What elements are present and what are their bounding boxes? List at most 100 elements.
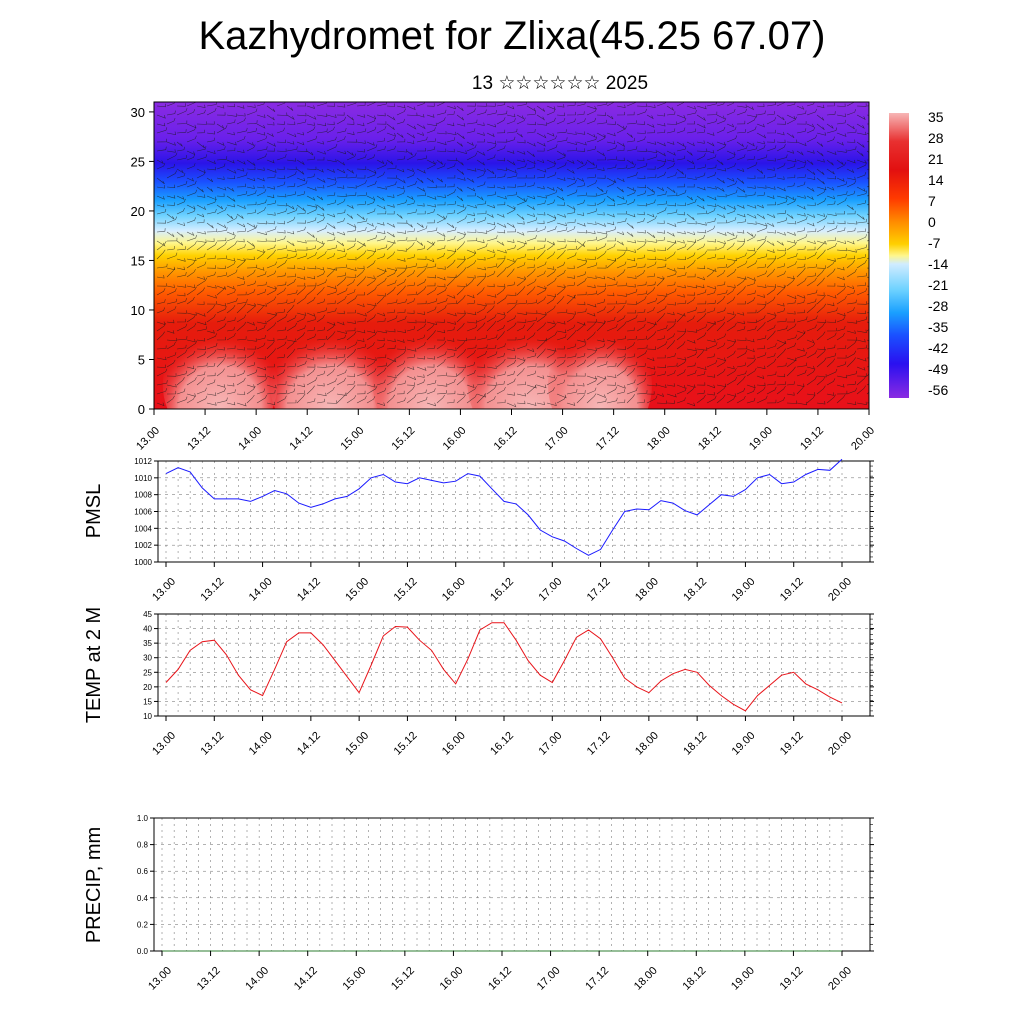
y-tick-label: 1004 bbox=[134, 524, 152, 533]
y-axis-title: PRECIP, mm bbox=[83, 827, 105, 943]
heatmap-x-tick-label: 14.12 bbox=[287, 425, 315, 453]
colorbar-label: -28 bbox=[928, 298, 948, 314]
x-tick-label: 13.00 bbox=[150, 730, 178, 758]
x-tick-label: 14.00 bbox=[243, 965, 271, 993]
x-tick-label: 19.12 bbox=[778, 730, 806, 758]
x-tick-label: 19.00 bbox=[730, 730, 758, 758]
colorbar-label: 14 bbox=[928, 172, 944, 188]
panel-pmsl: 1000 1002 1004 1006 1008 1010 1012 13.00 13.12 14… bbox=[83, 457, 874, 604]
colorbar-label: 0 bbox=[928, 214, 936, 230]
panel-precip-mm: 0.0 0.2 0.4 0.6 0.8 1.0 13.00 13.12 14.00 14.12 15… bbox=[83, 814, 874, 993]
heatmap-x-tick-label: 17.12 bbox=[594, 425, 622, 453]
y-tick-label: 1010 bbox=[134, 474, 152, 483]
x-tick-label: 16.00 bbox=[440, 730, 468, 758]
heatmap-x-tick-label: 16.00 bbox=[441, 425, 469, 453]
x-tick-label: 18.12 bbox=[681, 576, 709, 604]
x-tick-label: 14.12 bbox=[295, 576, 323, 604]
colorbar-label: -7 bbox=[928, 235, 941, 251]
panel-temp-at-2-m: 10 15 20 25 30 35 40 45 13.00 13.12 14.00 14.12 15.0… bbox=[83, 607, 874, 758]
y-tick-label: 1.0 bbox=[137, 814, 149, 823]
heatmap-x-tick-label: 15.00 bbox=[338, 425, 366, 453]
colorbar bbox=[889, 113, 909, 398]
heatmap-x-tick-label: 19.00 bbox=[747, 425, 775, 453]
page-title: Kazhydromet for Zlixa(45.25 67.07) bbox=[198, 14, 826, 58]
heatmap-y-tick-label: 30 bbox=[131, 105, 145, 120]
x-tick-label: 17.00 bbox=[535, 965, 563, 993]
x-tick-label: 19.00 bbox=[730, 576, 758, 604]
heatmap-y-tick-label: 15 bbox=[131, 253, 145, 268]
x-tick-label: 13.12 bbox=[195, 965, 223, 993]
heatmap-x-tick-label: 20.00 bbox=[849, 425, 877, 453]
colorbar-label: 7 bbox=[928, 193, 936, 209]
x-tick-label: 17.00 bbox=[536, 730, 564, 758]
y-axis-title: PMSL bbox=[83, 484, 105, 538]
x-tick-label: 13.00 bbox=[146, 965, 174, 993]
y-tick-label: 25 bbox=[143, 668, 152, 677]
colorbar-label: -49 bbox=[928, 361, 948, 377]
heatmap-y-tick-label: 10 bbox=[131, 303, 145, 318]
x-tick-label: 18.00 bbox=[632, 965, 660, 993]
heatmap-y-tick-label: 0 bbox=[138, 402, 145, 417]
colorbar-label: -56 bbox=[928, 382, 948, 398]
y-tick-label: 35 bbox=[143, 639, 152, 648]
heatmap-x-tick-label: 17.00 bbox=[543, 425, 571, 453]
x-tick-label: 17.00 bbox=[536, 576, 564, 604]
warm-cell-0 bbox=[162, 325, 278, 409]
x-tick-label: 17.12 bbox=[583, 965, 611, 993]
heatmap-x-tick-label: 13.12 bbox=[185, 425, 213, 453]
x-tick-label: 16.00 bbox=[440, 576, 468, 604]
heatmap-x-tick-label: 16.12 bbox=[492, 425, 520, 453]
x-tick-label: 13.12 bbox=[198, 576, 226, 604]
x-tick-label: 13.12 bbox=[198, 730, 226, 758]
y-tick-label: 20 bbox=[143, 683, 152, 692]
x-tick-label: 14.12 bbox=[295, 730, 323, 758]
heatmap-x-tick-label: 15.12 bbox=[390, 425, 418, 453]
x-tick-label: 15.12 bbox=[389, 965, 417, 993]
x-tick-label: 15.12 bbox=[392, 576, 420, 604]
y-tick-label: 1000 bbox=[134, 558, 152, 567]
y-tick-label: 1002 bbox=[134, 541, 152, 550]
x-tick-label: 18.12 bbox=[680, 965, 708, 993]
y-tick-label: 1008 bbox=[134, 491, 152, 500]
colorbar-label: -21 bbox=[928, 277, 948, 293]
x-tick-label: 15.00 bbox=[340, 965, 368, 993]
series-line-temp-at-2-m bbox=[165, 622, 843, 712]
colorbar-label: -42 bbox=[928, 340, 948, 356]
warm-cell-4 bbox=[548, 325, 652, 409]
x-tick-label: 14.12 bbox=[292, 965, 320, 993]
heatmap-x-tick-label: 14.00 bbox=[236, 425, 264, 453]
x-tick-label: 13.00 bbox=[150, 576, 178, 604]
x-tick-label: 16.12 bbox=[488, 730, 516, 758]
x-tick-label: 15.00 bbox=[343, 576, 371, 604]
heatmap-x-tick-label: 18.00 bbox=[645, 425, 673, 453]
x-tick-label: 19.12 bbox=[778, 576, 806, 604]
heatmap-x-tick-label: 19.12 bbox=[798, 425, 826, 453]
x-tick-label: 20.00 bbox=[826, 576, 854, 604]
panel-frame bbox=[157, 460, 871, 563]
colorbar-label: 28 bbox=[928, 130, 944, 146]
y-tick-label: 15 bbox=[143, 697, 152, 706]
x-tick-label: 17.12 bbox=[585, 730, 613, 758]
heatmap-y-tick-label: 5 bbox=[138, 352, 145, 367]
x-tick-label: 19.12 bbox=[778, 965, 806, 993]
y-tick-label: 0.2 bbox=[137, 920, 149, 929]
y-tick-label: 1006 bbox=[134, 508, 152, 517]
y-tick-label: 1012 bbox=[134, 457, 152, 466]
x-tick-label: 16.00 bbox=[438, 965, 466, 993]
heatmap-overlay bbox=[156, 102, 869, 409]
y-tick-label: 40 bbox=[143, 625, 152, 634]
x-tick-label: 20.00 bbox=[826, 730, 854, 758]
heatmap-y-tick-label: 20 bbox=[131, 204, 145, 219]
y-tick-label: 45 bbox=[143, 610, 152, 619]
y-tick-label: 0.6 bbox=[137, 867, 149, 876]
x-tick-label: 16.12 bbox=[486, 965, 514, 993]
wind-barbs bbox=[156, 102, 869, 408]
y-tick-label: 0.8 bbox=[137, 841, 149, 850]
y-tick-label: 0.4 bbox=[137, 894, 149, 903]
x-tick-label: 18.12 bbox=[681, 730, 709, 758]
y-axis-title: TEMP at 2 M bbox=[83, 607, 105, 723]
x-tick-label: 20.00 bbox=[826, 965, 854, 993]
heatmap-x-tick-label: 13.00 bbox=[134, 425, 162, 453]
x-tick-label: 17.12 bbox=[585, 576, 613, 604]
